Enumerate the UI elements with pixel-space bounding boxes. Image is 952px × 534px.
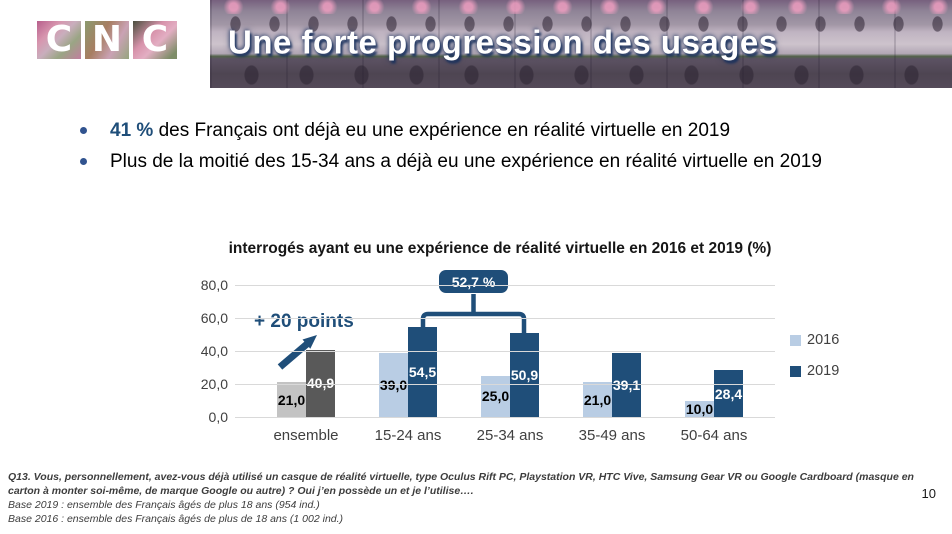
footnote-question-line: Q13. Vous, personnellement, avez-vous dé… [8, 471, 914, 483]
category-label: 50-64 ans [680, 427, 748, 444]
gridline [235, 384, 775, 385]
arrow-label: + 20 points [254, 311, 354, 332]
bar-2019: 28,4 [714, 370, 743, 417]
bar-2016: 21,0 [277, 382, 306, 417]
bar-pair: 39,0 54,5 [379, 327, 437, 417]
footnote-base-line: Base 2019 : ensemble des Français âgés d… [8, 499, 320, 511]
bar-group-25-34-ans: 25,0 50,9 25-34 ans [459, 285, 561, 444]
category-label: ensemble [273, 427, 339, 444]
bar-value-label: 50,9 [510, 367, 539, 383]
y-axis-tick: 0,0 [208, 409, 228, 425]
legend-swatch [790, 334, 801, 346]
page-title: Une forte progression des usages [228, 23, 778, 61]
y-axis-tick: 40,0 [200, 343, 228, 359]
chart-title: interrogés ayant eu une expérience de ré… [228, 240, 772, 257]
bar-pair: 21,0 40,9 [277, 349, 335, 417]
bar-2016: 25,0 [481, 375, 510, 417]
bar-value-label: 21,0 [583, 391, 612, 408]
bar-value-label: 21,0 [277, 391, 306, 408]
bar-2016: 21,0 [583, 382, 612, 417]
legend-item-2016: 2016 [790, 332, 839, 348]
bullet-item-1: 41 % des Français ont déjà eu une expéri… [72, 116, 864, 145]
bar-value-label: 54,5 [408, 364, 437, 381]
logo-tile-c2: C [133, 21, 177, 59]
bar-group-ensemble: 21,0 40,9 ensemble [255, 285, 357, 444]
cnc-logo: C N C [37, 21, 177, 59]
bullet-text: Plus de la moitié des 15-34 ans a déjà e… [110, 151, 822, 172]
footnote-question-line: carton à monter soi-même, de marque Goog… [8, 485, 474, 497]
legend: 2016 2019 [790, 332, 839, 394]
page-number: 10 [921, 486, 936, 501]
legend-swatch [790, 365, 801, 377]
bar-chart: 21,0 40,9 ensemble 39,0 54,5 15-24 ans 25,0 50,… [190, 268, 839, 468]
footnote-base-line: Base 2016 : ensemble des Français âgés d… [8, 513, 344, 525]
y-axis-tick: 80,0 [200, 277, 228, 293]
bar-pair: 10,0 28,4 [685, 370, 743, 417]
legend-label: 2016 [807, 332, 840, 348]
banner: Une forte progression des usages [210, 0, 952, 88]
y-axis-tick: 20,0 [200, 376, 228, 392]
y-axis-tick: 60,0 [200, 310, 228, 326]
logo-tile-n: N [85, 21, 129, 59]
bar-pair: 25,0 50,9 [481, 333, 539, 417]
bar-value-label: 25,0 [481, 388, 510, 405]
bar-2019: 40,9 [306, 349, 335, 417]
bullet-item-2: Plus de la moitié des 15-34 ans a déjà e… [72, 147, 864, 176]
bar-2019: 54,5 [408, 327, 437, 417]
category-label: 15-24 ans [374, 427, 442, 444]
category-label: 35-49 ans [578, 427, 646, 444]
bar-2019: 50,9 [510, 333, 539, 417]
legend-item-2019: 2019 [790, 363, 839, 379]
bar-value-label: 40,9 [306, 375, 335, 392]
gridline [235, 318, 775, 319]
logo-tile-c1: C [37, 21, 81, 59]
footnote: Q13. Vous, personnellement, avez-vous dé… [8, 470, 918, 526]
gridline [235, 351, 775, 352]
category-label: 25-34 ans [476, 427, 544, 444]
legend-label: 2019 [807, 363, 840, 379]
bar-value-label: 10,0 [685, 400, 714, 417]
badge-52-7: 52,7 % [439, 270, 508, 293]
bar-group-50-64-ans: 10,0 28,4 50-64 ans [663, 285, 765, 444]
gridline [235, 285, 775, 286]
bullet-highlight: 41 % [110, 120, 154, 141]
bullet-list: 41 % des Français ont déjà eu une expéri… [72, 116, 864, 178]
bar-value-label: 28,4 [714, 385, 743, 402]
gridline [235, 417, 775, 418]
bar-2016: 10,0 [685, 400, 714, 417]
bullet-text: des Français ont déjà eu une expérience … [153, 120, 731, 141]
